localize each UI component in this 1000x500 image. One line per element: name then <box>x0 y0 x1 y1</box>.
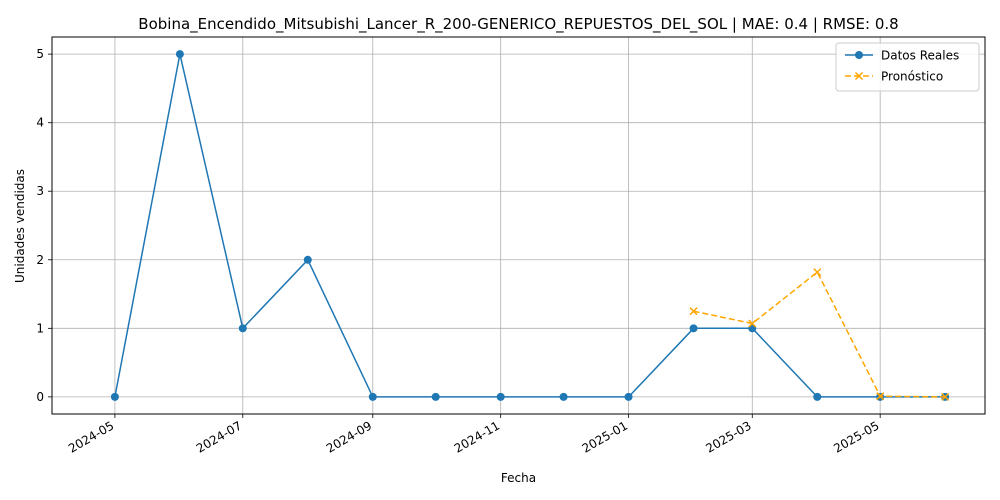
y-tick-label: 3 <box>36 184 44 198</box>
chart-title: Bobina_Encendido_Mitsubishi_Lancer_R_200… <box>138 15 898 34</box>
y-tick-label: 5 <box>36 47 44 61</box>
data-point-datos-reales <box>624 392 633 401</box>
data-point-pronostico <box>813 268 822 277</box>
data-point-datos-reales <box>689 324 698 333</box>
y-tick-label: 0 <box>36 390 44 404</box>
data-point-pronostico <box>689 307 698 316</box>
data-point-datos-reales <box>303 255 312 264</box>
grid <box>52 37 985 414</box>
data-point-datos-reales <box>238 324 247 333</box>
series-layer <box>110 50 950 401</box>
data-point-datos-reales <box>368 392 377 401</box>
data-point-pronostico <box>941 392 950 401</box>
data-point-datos-reales <box>175 50 184 59</box>
data-point-pronostico <box>748 319 757 328</box>
data-point-datos-reales <box>110 392 119 401</box>
y-tick-label: 1 <box>36 321 44 335</box>
y-tick-label: 2 <box>36 253 44 267</box>
data-point-datos-reales <box>813 392 822 401</box>
plot-frame <box>51 36 986 415</box>
y-axis-label: Unidades vendidas <box>13 169 27 283</box>
data-point-datos-reales <box>431 392 440 401</box>
legend-label-datos-reales: Datos Reales <box>881 49 959 63</box>
series-line-pronostico <box>693 270 946 398</box>
legend-marker-pronostico <box>854 71 864 81</box>
series-line-datos-reales <box>114 53 946 398</box>
data-point-pronostico <box>876 392 885 401</box>
data-point-datos-reales <box>559 392 568 401</box>
legend: Datos Reales Pronóstico <box>835 42 980 92</box>
y-tick-label: 4 <box>36 116 44 130</box>
legend-marker-datos-reales <box>855 51 863 59</box>
legend-label-pronostico: Pronóstico <box>881 70 943 84</box>
data-point-datos-reales <box>496 392 505 401</box>
x-axis-label: Fecha <box>501 471 536 485</box>
